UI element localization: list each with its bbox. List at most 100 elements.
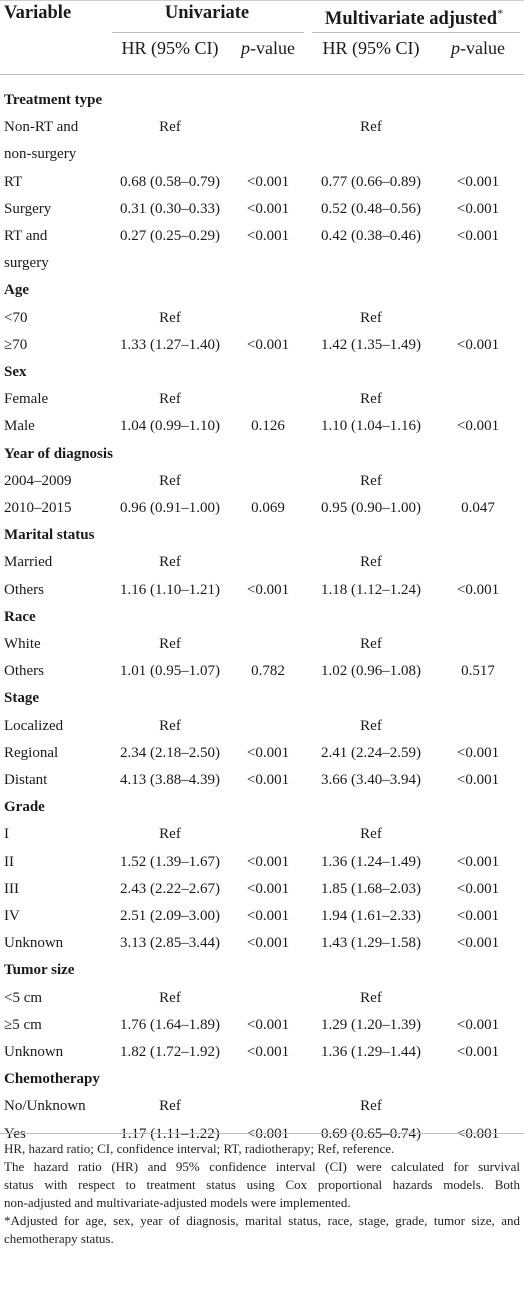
row-label: RT [4,173,23,190]
univariate-p-value: <0.001 [246,1016,290,1033]
row-label: Married [4,554,53,571]
section-header-row: Race [0,604,524,631]
multivariate-hr: 1.94 (1.61–2.33) [321,908,421,924]
multivariate-p-value: <0.001 [456,581,500,598]
section-title: Marital status [4,527,95,544]
multivariate-hr: Ref [360,636,382,652]
row-label: II [4,853,14,870]
univariate-p-value: <0.001 [246,581,290,598]
top-rule [0,0,524,1]
table-row: 2010–2015 0.96 (0.91–1.00) 0.069 0.95 (0.90… [0,495,524,522]
univariate-p-value: 0.069 [251,500,285,516]
multivariate-underline [312,32,520,33]
row-label: 2004–2009 [4,472,72,489]
univariate-hr: Ref [159,309,181,326]
multivariate-hr: 1.36 (1.24–1.49) [321,853,421,870]
section-header-row: Marital status [0,522,524,549]
section-header-row: Age [0,277,524,304]
univariate-p-value: <0.001 [246,228,290,244]
multivariate-hr: Ref [360,119,382,136]
table-row: No/Unknown Ref Ref [0,1093,524,1120]
row-label: III [4,880,19,897]
header-bottom-rule [0,74,524,75]
univariate-hr: 1.76 (1.64–1.89) [120,1016,220,1033]
row-label: Distant [4,772,48,788]
multivariate-p-value: <0.001 [456,744,500,761]
table-row: Regional 2.34 (2.18–2.50) <0.001 2.41 (2.24… [0,740,524,767]
multi-p-suffix: -value [460,38,505,58]
multivariate-p-value: <0.001 [456,1016,500,1033]
multi-p-header: p-value [436,35,520,62]
multivariate-hr: Ref [360,472,382,489]
row-label: ≥70 [4,336,28,353]
multivariate-hr: 1.29 (1.20–1.39) [321,1016,421,1033]
univariate-p-value: <0.001 [246,935,290,952]
multivariate-p-value: <0.001 [456,772,500,788]
univariate-hr: 0.31 (0.30–0.33) [120,200,220,217]
multivariate-hr: Ref [360,309,382,326]
table-row: Surgery 0.31 (0.30–0.33) <0.001 0.52 (0.48–… [0,196,524,223]
row-label: Unknown [4,1044,64,1060]
multivariate-p-value: <0.001 [456,200,500,217]
section-title: Sex [4,364,27,380]
multivariate-p-value: 0.047 [461,500,495,516]
multivariate-hr: 1.10 (1.04–1.16) [321,418,421,435]
footnote-adjusted-1: *Adjusted for age, sex, year of diagnosi… [4,1213,520,1228]
univariate-hr: Ref [159,1098,181,1115]
multivariate-hr: 0.77 (0.66–0.89) [321,173,421,190]
table-row: Unknown 3.13 (2.85–3.44) <0.001 1.43 (1.29–… [0,930,524,957]
multivariate-hr: Ref [360,1098,382,1115]
section-title: Grade [4,799,45,816]
table-row-continuation: non-surgery [0,141,524,168]
multivariate-p-value: <0.001 [456,880,500,897]
multivariate-hr: 1.36 (1.29–1.44) [321,1044,421,1060]
table-row: RT and 0.27 (0.25–0.29) <0.001 0.42 (0.38–0… [0,223,524,250]
footnote-methods-2: status with respect to treatment status … [4,1177,520,1192]
multivariate-hr: Ref [360,826,382,843]
row-label: Female [4,391,49,408]
row-label: Male [4,418,35,435]
row-label: Others [4,581,44,598]
row-label: RT and [4,228,48,244]
table-row: Others 1.01 (0.95–1.07) 0.782 1.02 (0.96–1.… [0,658,524,685]
univariate-hr: Ref [159,636,181,652]
row-label: 2010–2015 [4,500,72,516]
row-label: Regional [4,744,59,761]
table-row: ≥70 1.33 (1.27–1.40) <0.001 1.42 (1.35–1.49… [0,332,524,359]
row-label: Surgery [4,200,52,217]
table-row: Distant 4.13 (3.88–4.39) <0.001 3.66 (3.40–… [0,767,524,794]
univariate-hr: 0.27 (0.25–0.29) [120,228,220,244]
multivariate-hr: 1.02 (0.96–1.08) [321,663,421,680]
univariate-hr: Ref [159,826,181,843]
univariate-p-value: <0.001 [246,744,290,761]
univariate-hr: Ref [159,119,181,136]
table-bottom-rule [0,1133,524,1134]
multivariate-footnote-mark: * [497,6,504,20]
univariate-hr: 1.01 (0.95–1.07) [120,663,220,680]
univariate-p-value: <0.001 [246,1044,290,1060]
section-header-row: Grade [0,794,524,821]
univariate-p-value: <0.001 [246,880,290,897]
row-label-continued: non-surgery [4,146,77,163]
table-row: <5 cm Ref Ref [0,985,524,1012]
univariate-hr: 2.43 (2.22–2.67) [120,880,220,897]
multivariate-hr: Ref [360,554,382,571]
multivariate-header-text: Multivariate adjusted [324,9,498,30]
multivariate-hr: Ref [360,391,382,408]
row-label: White [4,636,41,652]
multivariate-hr: Ref [360,717,382,734]
row-label: <70 [4,309,28,326]
univariate-hr: 1.33 (1.27–1.40) [120,336,220,353]
multivariate-p-value: <0.001 [456,228,500,244]
section-title: Age [4,282,29,299]
section-header-row: Tumor size [0,957,524,984]
section-header-row: Year of diagnosis [0,441,524,468]
multi-hr-header: HR (95% CI) [322,38,420,58]
univariate-hr: 2.51 (2.09–3.00) [120,908,220,924]
table-row: II 1.52 (1.39–1.67) <0.001 1.36 (1.24–1.49)… [0,849,524,876]
row-label: No/Unknown [4,1098,86,1115]
univariate-p-value: <0.001 [246,173,290,190]
multivariate-hr: 0.95 (0.90–1.00) [321,500,421,516]
section-header-row: Sex [0,359,524,386]
